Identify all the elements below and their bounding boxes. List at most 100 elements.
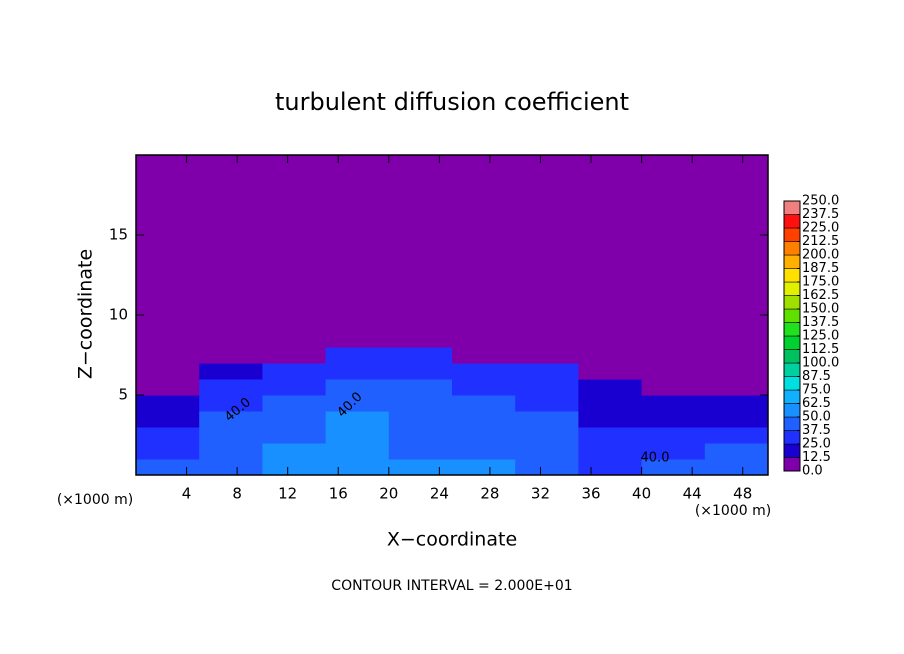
colorbar-label: 187.5 bbox=[802, 261, 839, 276]
field-cell bbox=[641, 155, 706, 316]
field-cell bbox=[704, 395, 769, 412]
field-cell bbox=[641, 395, 706, 412]
colorbar-label: 212.5 bbox=[802, 234, 839, 249]
field-cell bbox=[325, 427, 390, 444]
colorbar-label: 137.5 bbox=[802, 315, 839, 330]
colorbar-swatch bbox=[783, 281, 801, 296]
field-cell bbox=[578, 395, 643, 412]
colorbar-label: 25.0 bbox=[802, 437, 831, 452]
field-cell bbox=[641, 315, 706, 348]
field-cell bbox=[262, 411, 327, 428]
field-cell bbox=[515, 395, 579, 412]
field-cell bbox=[641, 363, 706, 380]
x-tick-label: 4 bbox=[182, 485, 192, 503]
field-cell bbox=[262, 315, 327, 348]
field-cell bbox=[136, 155, 200, 316]
field-cell bbox=[452, 347, 516, 364]
x-axis-label: X−coordinate bbox=[387, 529, 517, 551]
field-cell bbox=[199, 363, 263, 380]
field-cell bbox=[136, 379, 200, 396]
field-cell bbox=[452, 155, 516, 316]
field-cell bbox=[388, 459, 453, 476]
field-cell bbox=[515, 347, 579, 364]
x-tick-label: 12 bbox=[278, 485, 297, 503]
field-cell bbox=[641, 459, 706, 476]
field-cell bbox=[704, 363, 769, 380]
field-cell bbox=[388, 315, 453, 348]
colorbar-label: 0.0 bbox=[802, 464, 823, 479]
field-cell bbox=[578, 379, 643, 396]
field-cell bbox=[515, 443, 579, 460]
field-cell bbox=[704, 411, 769, 428]
field-cell bbox=[578, 155, 643, 316]
field-cell bbox=[388, 443, 453, 460]
colorbar-label: 225.0 bbox=[802, 221, 839, 236]
x-tick-label: 8 bbox=[232, 485, 242, 503]
field-cell bbox=[262, 395, 327, 412]
field-cell bbox=[199, 315, 263, 348]
field-cell bbox=[136, 427, 200, 444]
field-cell bbox=[136, 411, 200, 428]
field-cell bbox=[388, 411, 453, 428]
colorbar-label: 112.5 bbox=[802, 342, 839, 357]
field-cell bbox=[578, 427, 643, 444]
field-cell bbox=[515, 315, 579, 348]
field-cell bbox=[704, 379, 769, 396]
colorbar-label: 250.0 bbox=[802, 194, 839, 209]
colorbar-swatch bbox=[783, 389, 801, 404]
field-cell bbox=[136, 315, 200, 348]
field-cell bbox=[199, 155, 263, 316]
field-cell bbox=[262, 155, 327, 316]
field-cell bbox=[452, 459, 516, 476]
field-cell bbox=[262, 379, 327, 396]
field-cell bbox=[136, 395, 200, 412]
field-cell bbox=[199, 347, 263, 364]
field-cell bbox=[388, 379, 453, 396]
field-cell bbox=[578, 347, 643, 364]
colorbar-swatch bbox=[783, 457, 801, 472]
field-cell bbox=[641, 411, 706, 428]
colorbar-label: 162.5 bbox=[802, 288, 839, 303]
field-cell bbox=[199, 459, 263, 476]
colorbar-label: 200.0 bbox=[802, 248, 839, 263]
field-cell bbox=[199, 411, 263, 428]
field-cell bbox=[452, 411, 516, 428]
field-cell bbox=[578, 315, 643, 348]
field-cell bbox=[515, 155, 579, 316]
x-tick-label: 40 bbox=[632, 485, 651, 503]
colorbar-swatch bbox=[783, 376, 801, 391]
field-cell bbox=[452, 315, 516, 348]
field-cell bbox=[704, 155, 769, 316]
colorbar-label: 50.0 bbox=[802, 410, 831, 425]
colorbar-swatch bbox=[783, 241, 801, 256]
colorbar-swatch bbox=[783, 268, 801, 283]
colorbar-label: 150.0 bbox=[802, 302, 839, 317]
contour-label: 40.0 bbox=[641, 451, 670, 466]
colorbar-swatch bbox=[783, 200, 801, 215]
field-cell bbox=[262, 347, 327, 364]
colorbar-swatch bbox=[783, 416, 801, 431]
x-tick-label: 32 bbox=[531, 485, 550, 503]
field-cell bbox=[262, 363, 327, 380]
chart-title: turbulent diffusion coefficient bbox=[275, 88, 629, 116]
field-cell bbox=[136, 443, 200, 460]
x-tick-label: 16 bbox=[329, 485, 348, 503]
field-cell bbox=[262, 427, 327, 444]
field-cell bbox=[325, 379, 390, 396]
colorbar-swatch bbox=[783, 295, 801, 310]
field-cell bbox=[515, 427, 579, 444]
x-tick-label: 44 bbox=[683, 485, 702, 503]
field-cell bbox=[452, 395, 516, 412]
colorbar-swatch bbox=[783, 227, 801, 242]
field-cell bbox=[325, 315, 390, 348]
x-tick-label: 28 bbox=[480, 485, 499, 503]
field-cell bbox=[325, 395, 390, 412]
colorbar-swatch bbox=[783, 335, 801, 350]
field-cell bbox=[136, 459, 200, 476]
field-cell bbox=[515, 411, 579, 428]
field-cell bbox=[578, 363, 643, 380]
field-cell bbox=[199, 427, 263, 444]
field-cell bbox=[704, 427, 769, 444]
colorbar-swatch bbox=[783, 322, 801, 337]
y-tick-label: 15 bbox=[109, 226, 128, 244]
